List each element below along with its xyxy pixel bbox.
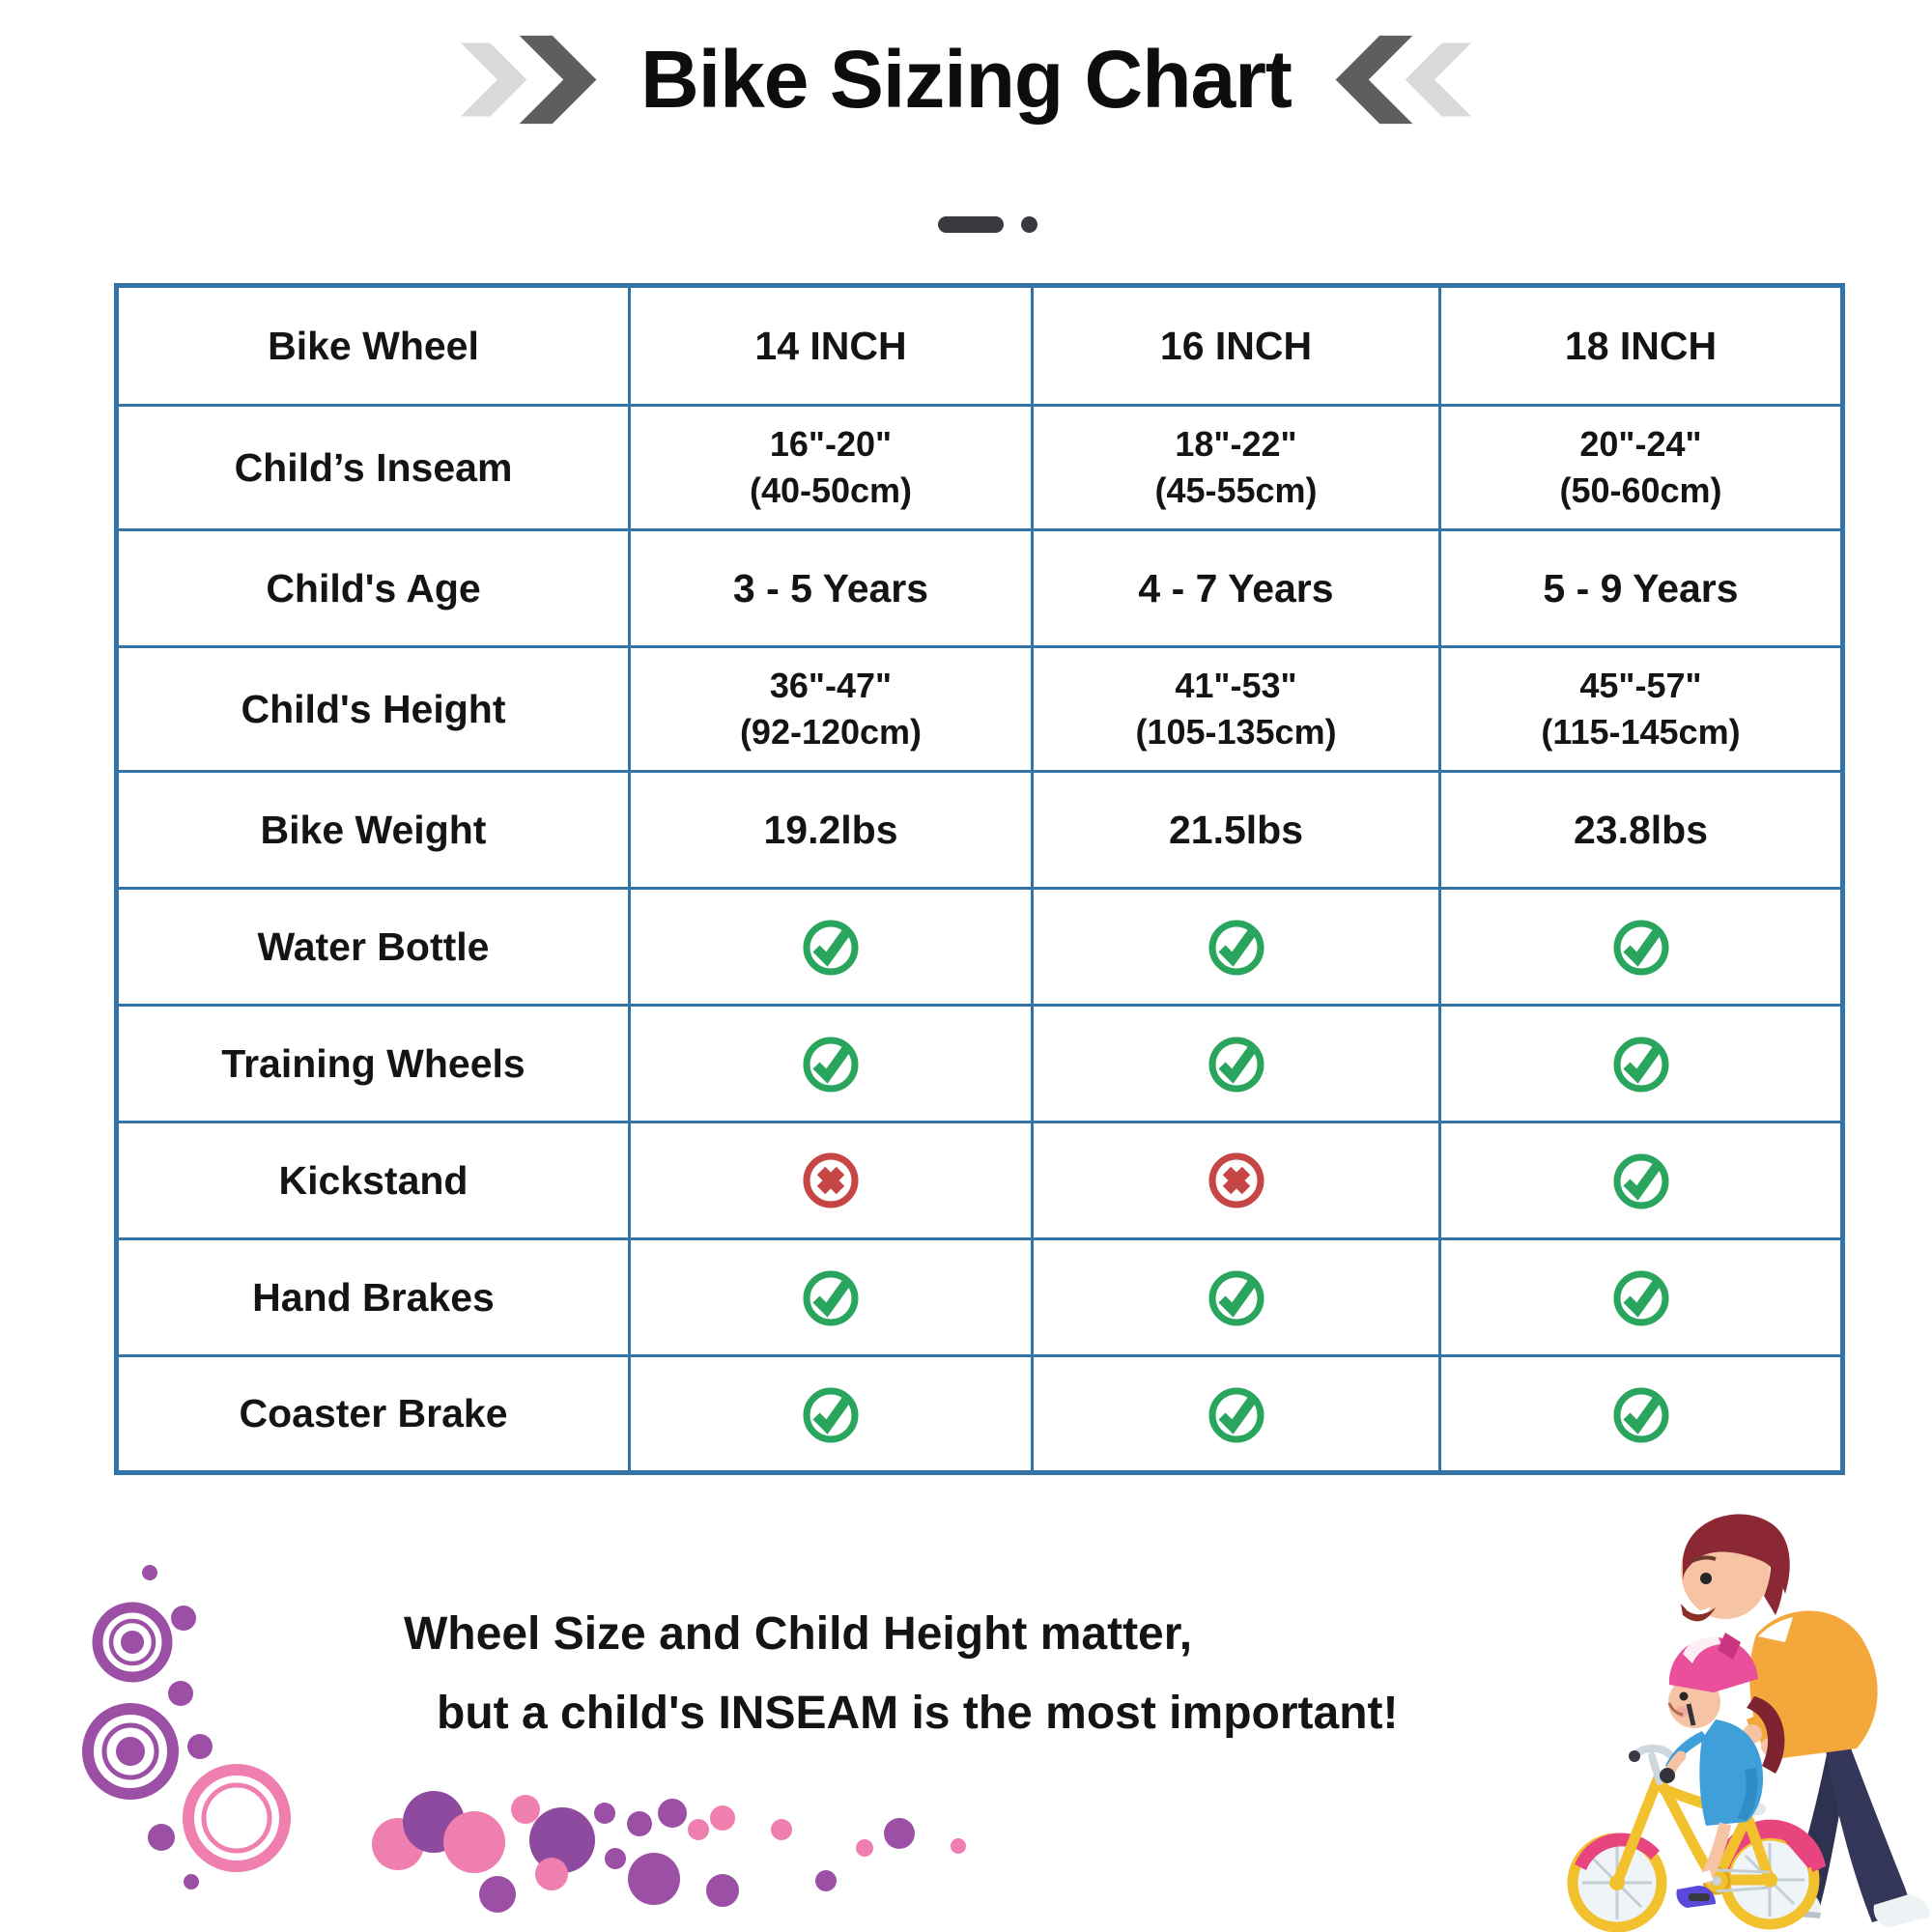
table-row: Child's Age 3 - 5 Years 4 - 7 Years 5 - 9 Y… — [115, 528, 1844, 648]
value-cell: 23.8lbs — [1438, 770, 1844, 890]
check-icon — [1610, 916, 1672, 978]
title-underline — [21, 216, 1932, 233]
check-cell — [1031, 1237, 1441, 1357]
value-cell: 3 - 5 Years — [628, 528, 1034, 648]
check-cell — [1031, 1004, 1441, 1123]
header: Bike Sizing Chart — [0, 33, 1932, 127]
table-row: Child's Height 36"-47" (92-120cm) 41"-53" … — [115, 645, 1844, 773]
column-header: 14 INCH — [628, 284, 1034, 407]
double-chevron-right-icon — [460, 35, 597, 125]
check-icon — [1206, 916, 1267, 978]
cross-cell — [628, 1121, 1034, 1240]
value-cell: 36"-47" (92-120cm) — [628, 645, 1034, 773]
table-body: Child’s Inseam 16"-20" (40-50cm) 18"-22" (… — [115, 404, 1844, 1474]
footer-note-line2: but a child's INSEAM is the most importa… — [437, 1688, 1399, 1739]
value-cell: 4 - 7 Years — [1031, 528, 1441, 648]
check-cell — [1438, 1004, 1844, 1123]
row-label: Bike Weight — [115, 770, 631, 890]
title-underline-dash — [937, 216, 1004, 233]
table-row: Bike Weight 19.2lbs 21.5lbs 23.8lbs — [115, 770, 1844, 890]
rings-decoration — [82, 1565, 291, 1889]
check-cell — [1031, 887, 1441, 1007]
cross-cell — [1031, 1121, 1441, 1240]
column-header: 16 INCH — [1031, 284, 1441, 407]
table-header-row: Bike Wheel 14 INCH 16 INCH 18 INCH — [115, 284, 1844, 407]
value-cell: 41"-53" (105-135cm) — [1031, 645, 1441, 773]
check-cell — [628, 1354, 1034, 1474]
check-icon — [800, 1266, 862, 1328]
check-icon — [1206, 1383, 1267, 1445]
value-cell: 18"-22" (45-55cm) — [1031, 404, 1441, 531]
check-icon — [800, 1033, 862, 1094]
check-icon — [1610, 1150, 1672, 1211]
parent-child-bike-illustration — [1567, 1514, 1930, 1932]
check-cell — [1438, 1354, 1844, 1474]
check-cell — [1438, 1121, 1844, 1240]
cross-icon — [1206, 1150, 1267, 1211]
check-icon — [1206, 1266, 1267, 1328]
table-row: Water Bottle — [115, 887, 1844, 1007]
bike-sizing-table: Bike Wheel 14 INCH 16 INCH 18 INCH Child’s … — [114, 283, 1845, 1475]
check-icon — [800, 916, 862, 978]
check-icon — [800, 1383, 862, 1445]
row-label: Training Wheels — [115, 1004, 631, 1123]
table-row: Training Wheels — [115, 1004, 1844, 1123]
row-label: Hand Brakes — [115, 1237, 631, 1357]
table-row: Child’s Inseam 16"-20" (40-50cm) 18"-22" (… — [115, 404, 1844, 531]
row-label: Child's Age — [115, 528, 631, 648]
value-cell: 20"-24" (50-60cm) — [1438, 404, 1844, 531]
check-cell — [628, 1237, 1034, 1357]
row-label: Coaster Brake — [115, 1354, 631, 1474]
row-label: Child's Height — [115, 645, 631, 773]
column-header: 18 INCH — [1438, 284, 1844, 407]
row-label: Bike Wheel — [115, 284, 631, 407]
value-cell: 5 - 9 Years — [1438, 528, 1844, 648]
page-title: Bike Sizing Chart — [640, 34, 1293, 125]
cross-icon — [800, 1150, 862, 1211]
table-head: Bike Wheel 14 INCH 16 INCH 18 INCH — [115, 284, 1844, 407]
check-icon — [1610, 1383, 1672, 1445]
value-cell: 21.5lbs — [1031, 770, 1441, 890]
check-icon — [1206, 1033, 1267, 1094]
value-cell: 45"-57" (115-145cm) — [1438, 645, 1844, 773]
table-row: Hand Brakes — [115, 1237, 1844, 1357]
row-label: Kickstand — [115, 1121, 631, 1240]
check-cell — [628, 1004, 1034, 1123]
table-row: Kickstand — [115, 1121, 1844, 1240]
dots-decoration — [372, 1791, 966, 1913]
check-cell — [1438, 887, 1844, 1007]
check-icon — [1610, 1266, 1672, 1328]
check-cell — [628, 887, 1034, 1007]
check-icon — [1610, 1033, 1672, 1094]
value-cell: 16"-20" (40-50cm) — [628, 404, 1034, 531]
check-cell — [1031, 1354, 1441, 1474]
table-row: Coaster Brake — [115, 1354, 1844, 1474]
row-label: Water Bottle — [115, 887, 631, 1007]
value-cell: 19.2lbs — [628, 770, 1034, 890]
check-cell — [1438, 1237, 1844, 1357]
footer-note-line1: Wheel Size and Child Height matter, — [404, 1608, 1193, 1660]
title-underline-dot — [1020, 216, 1037, 233]
row-label: Child’s Inseam — [115, 404, 631, 531]
double-chevron-left-icon — [1335, 35, 1471, 125]
